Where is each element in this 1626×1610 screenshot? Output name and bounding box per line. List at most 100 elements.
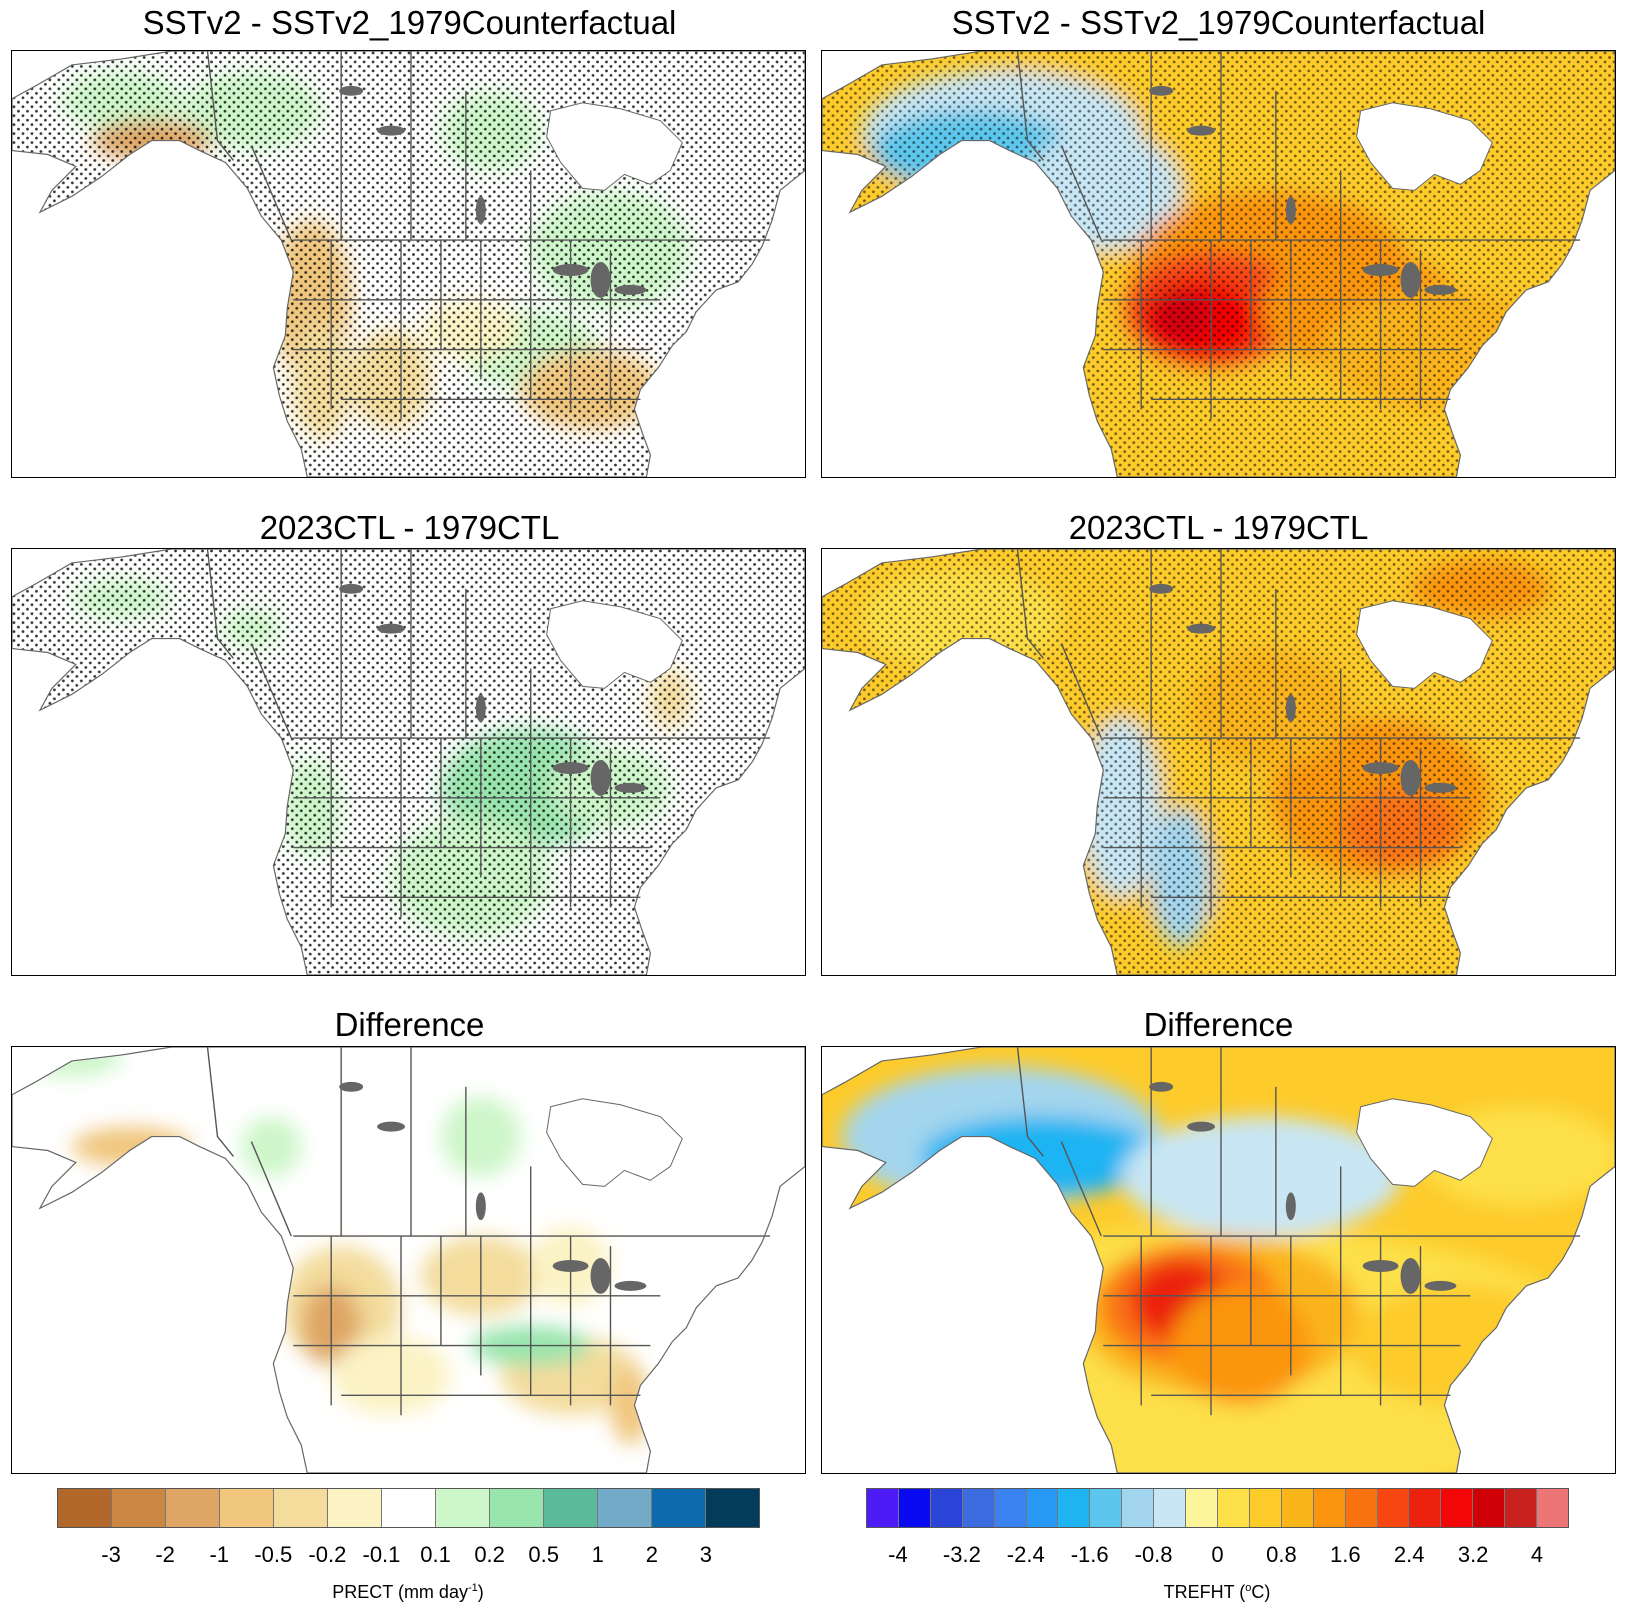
border-line [250, 1141, 292, 1237]
panel-title-middle-right: 2023CTL - 1979CTL [1068, 509, 1369, 546]
panel-title-bottom-right: Difference [1143, 1006, 1294, 1043]
lake [552, 264, 589, 276]
great-lakes [1149, 583, 1457, 796]
colorbar-temp-swatch [1473, 1489, 1506, 1527]
colorbar-precip-tick: -0.1 [362, 1542, 401, 1567]
colorbar-precip-tick: -2 [155, 1542, 175, 1567]
colorbar-precip-tick: 1 [591, 1542, 604, 1567]
colorbar-temp-tick: -0.8 [1134, 1542, 1173, 1567]
colorbar-temp-swatch [1058, 1489, 1091, 1527]
field-contour [71, 1126, 192, 1167]
border-line [250, 145, 292, 241]
lake [377, 623, 406, 634]
political-borders [206, 1047, 771, 1416]
lake [552, 762, 589, 774]
colorbar-precip-swatch [220, 1489, 274, 1527]
field-layer [822, 1047, 1615, 1473]
colorbar-temp-tick: -1.6 [1070, 1542, 1109, 1567]
coastline [12, 1047, 805, 1473]
lake [475, 1192, 486, 1221]
colorbar-temp-swatch [1281, 1489, 1314, 1527]
colorbar-temp-swatch [1186, 1489, 1218, 1527]
colorbar-precip-tick: -3 [101, 1542, 121, 1567]
border-line [1016, 1047, 1044, 1157]
political-borders [206, 549, 771, 918]
map-precip-ctl [11, 548, 806, 976]
lake [1424, 284, 1457, 295]
field-layer [822, 51, 1615, 477]
colorbar-precip-swatch [706, 1489, 759, 1527]
map-svg [12, 1047, 805, 1473]
lake [475, 694, 486, 723]
colorbar-temp-swatch [1345, 1489, 1378, 1527]
colorbar-precip-tick: -0.5 [254, 1542, 293, 1567]
hudson-bay [1356, 102, 1493, 191]
colorbar-precip-tick: 3 [699, 1542, 713, 1567]
map-temp-diff [821, 1046, 1616, 1474]
field-contour [1121, 1116, 1401, 1237]
coastline [822, 549, 1615, 975]
panel-title-top-right: SSTv2 - SSTv2_1979Counterfactual [951, 4, 1486, 41]
colorbar-temp-tick: -3.2 [942, 1542, 981, 1567]
colorbar-temp-swatch [1026, 1489, 1059, 1527]
lake [339, 583, 364, 594]
colorbar-temp-swatch [930, 1489, 963, 1527]
colorbar-precip-swatch [274, 1489, 328, 1527]
border-line [1060, 643, 1102, 739]
lake [614, 782, 647, 793]
field-contour [241, 1116, 302, 1177]
coastline [822, 1047, 1615, 1473]
colorbar-temp-swatch [1505, 1489, 1538, 1527]
border-line [1060, 145, 1102, 241]
field-contour [440, 1096, 521, 1177]
colorbar-temp-swatch [1441, 1489, 1474, 1527]
colorbar-temp-swatch [1377, 1489, 1410, 1527]
colorbar-temp-tick: 4 [1530, 1542, 1544, 1567]
colorbar-precip-tick: 0.5 [528, 1542, 559, 1567]
colorbar-precip-swatch [112, 1489, 166, 1527]
political-borders [1016, 1047, 1581, 1416]
colorbar-precip-swatch [436, 1489, 490, 1527]
border-line [1016, 549, 1044, 659]
colorbar-precip-swatch [382, 1489, 436, 1527]
field-layer [822, 549, 1615, 975]
hudson-bay [546, 1098, 683, 1187]
colorbar-temp-swatch [1154, 1489, 1187, 1527]
lake [1362, 1260, 1399, 1272]
colorbar-precip-tick: 2 [645, 1542, 658, 1567]
colorbar-precip-swatch [598, 1489, 652, 1527]
lake [1187, 125, 1216, 136]
colorbar-temp-tick: 3.2 [1457, 1542, 1489, 1567]
field-layer [12, 549, 805, 975]
lake [1362, 264, 1399, 276]
colorbar-precip-swatch [652, 1489, 706, 1527]
colorbar-precip-swatch [544, 1489, 598, 1527]
border-line [1016, 51, 1044, 161]
lake [1400, 1258, 1421, 1294]
colorbar-temp-swatch [1313, 1489, 1346, 1527]
colorbar-precip-tick: 0.2 [474, 1542, 505, 1567]
lake [1362, 762, 1399, 774]
lake [1400, 262, 1421, 298]
lake [1187, 623, 1216, 634]
map-precip-sst [11, 50, 806, 478]
map-temp-ctl [821, 548, 1616, 976]
lake [377, 125, 406, 136]
lake [1285, 196, 1296, 225]
lake [1285, 694, 1296, 723]
political-borders [206, 51, 771, 420]
great-lakes [1149, 1081, 1457, 1294]
map-temp-sst [821, 50, 1616, 478]
lake [614, 284, 647, 295]
panel-title-middle-left: 2023CTL - 1979CTL [259, 509, 560, 546]
lake [590, 760, 611, 796]
border-line [206, 549, 234, 659]
colorbar-precip-tick: -0.2 [308, 1542, 347, 1567]
field-contour [331, 1335, 451, 1416]
lake [1285, 1192, 1296, 1221]
colorbar-temp [866, 1488, 1569, 1528]
border-line [206, 1047, 234, 1157]
lake [552, 1260, 589, 1272]
colorbar-precip-swatch [58, 1489, 112, 1527]
border-line [250, 643, 292, 739]
